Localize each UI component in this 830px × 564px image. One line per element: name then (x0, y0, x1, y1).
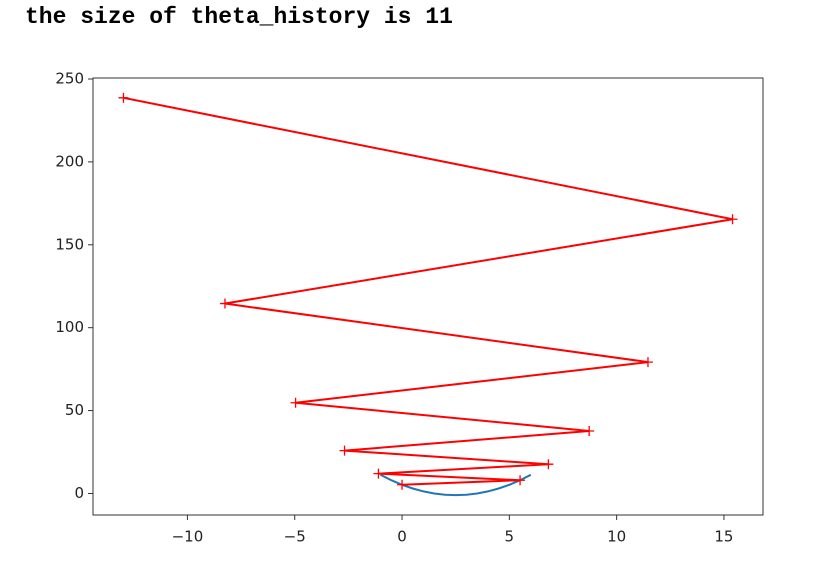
x-tick-label: −10 (172, 528, 204, 546)
series-line (380, 473, 532, 497)
point-marker (219, 298, 230, 309)
point-marker (543, 459, 554, 470)
y-tick-label: 0 (74, 484, 84, 502)
point-marker (397, 479, 408, 490)
point-marker (290, 397, 301, 408)
point-marker (584, 425, 595, 436)
x-tick-label: −5 (284, 528, 306, 546)
series-line (123, 96, 733, 486)
point-marker (118, 92, 129, 103)
y-tick-label: 250 (55, 69, 84, 87)
point-marker (339, 445, 350, 456)
point-marker (515, 475, 526, 486)
x-tick-label: 0 (397, 528, 407, 546)
y-tick-label: 150 (55, 235, 84, 253)
x-tick-label: 5 (505, 528, 515, 546)
y-tick-label: 200 (55, 152, 84, 170)
point-marker (373, 468, 384, 479)
output-text: the size of theta_history is 11 (25, 4, 453, 30)
plot-frame (92, 77, 764, 516)
y-tick-label: 100 (55, 318, 84, 336)
x-tick-label: 10 (607, 528, 626, 546)
y-tick-label: 50 (65, 401, 84, 419)
x-tick-label: 15 (714, 528, 733, 546)
point-marker (727, 214, 738, 225)
point-marker (642, 357, 653, 368)
